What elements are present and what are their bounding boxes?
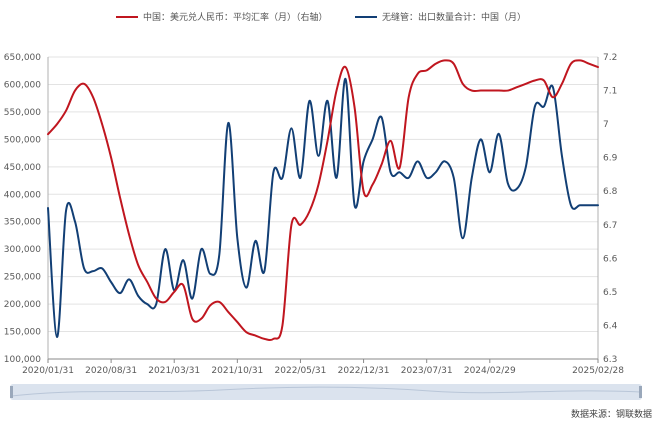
right-y-tick-label: 6.6	[603, 254, 618, 264]
left-y-tick-label: 450,000	[4, 163, 41, 173]
x-tick-label: 2020/01/31	[22, 366, 74, 376]
grid-lines	[48, 56, 598, 333]
right-y-tick-label: 7.1	[603, 87, 617, 97]
x-tick-label: 2020/08/31	[85, 366, 137, 376]
left-y-tick-label: 600,000	[4, 80, 41, 90]
right-y-tick-label: 7.2	[603, 53, 617, 63]
right-y-axis: 6.3 6.4 6.5 6.6 6.7 6.8 6.9 7 7.1 7.2	[597, 53, 618, 365]
source-note: 数据来源：钢联数据	[571, 408, 652, 420]
range-slider-left-handle[interactable]	[10, 386, 13, 398]
range-slider-track[interactable]	[10, 384, 642, 400]
x-tick-label: 2023/07/31	[401, 366, 453, 376]
right-y-tick-label: 7	[603, 120, 609, 130]
x-tick-label: 2021/03/31	[148, 366, 200, 376]
range-slider-preview	[11, 386, 641, 397]
left-y-tick-label: 100,000	[4, 355, 41, 365]
series-line-exchange-rate[interactable]	[47, 59, 599, 341]
x-tick-label: 2025/02/28	[572, 366, 624, 376]
left-y-tick-label: 250,000	[4, 273, 41, 283]
right-y-tick-label: 6.9	[603, 154, 618, 164]
range-slider[interactable]	[10, 384, 642, 400]
legend: 中国：美元兑人民币：平均汇率（月）（右轴） 无缝管：出口数量合计：中国（月）	[116, 11, 526, 23]
left-y-tick-label: 200,000	[4, 300, 41, 310]
right-y-tick-label: 6.5	[603, 288, 617, 298]
range-slider-right-handle[interactable]	[639, 386, 642, 398]
right-y-tick-label: 6.7	[603, 221, 617, 231]
legend-label-exchange-rate[interactable]: 中国：美元兑人民币：平均汇率（月）（右轴）	[143, 11, 328, 23]
left-y-tick-label: 150,000	[4, 328, 41, 338]
x-tick-label: 2022/05/31	[275, 366, 327, 376]
x-tick-label: 2022/12/31	[338, 366, 390, 376]
legend-label-export-volume[interactable]: 无缝管：出口数量合计：中国（月）	[382, 11, 526, 23]
x-tick-label: 2021/10/31	[211, 366, 263, 376]
right-y-tick-label: 6.3	[603, 355, 617, 365]
series-layer	[47, 59, 599, 341]
x-axis: 2020/01/31 2020/08/31 2021/03/31 2021/10/31…	[22, 358, 624, 376]
right-y-tick-label: 6.8	[603, 187, 618, 197]
x-tick-label: 2024/02/29	[464, 366, 516, 376]
left-y-tick-label: 550,000	[4, 108, 41, 118]
left-y-axis: 100,000 150,000 200,000 250,000 300,000 350,0…	[4, 53, 49, 365]
series-line-export-volume[interactable]	[47, 77, 599, 339]
left-y-tick-label: 300,000	[4, 245, 41, 255]
left-y-tick-label: 350,000	[4, 218, 41, 228]
left-y-tick-label: 650,000	[4, 53, 41, 63]
left-y-tick-label: 500,000	[4, 135, 41, 145]
right-y-tick-label: 6.4	[603, 321, 618, 331]
left-y-tick-label: 400,000	[4, 190, 41, 200]
